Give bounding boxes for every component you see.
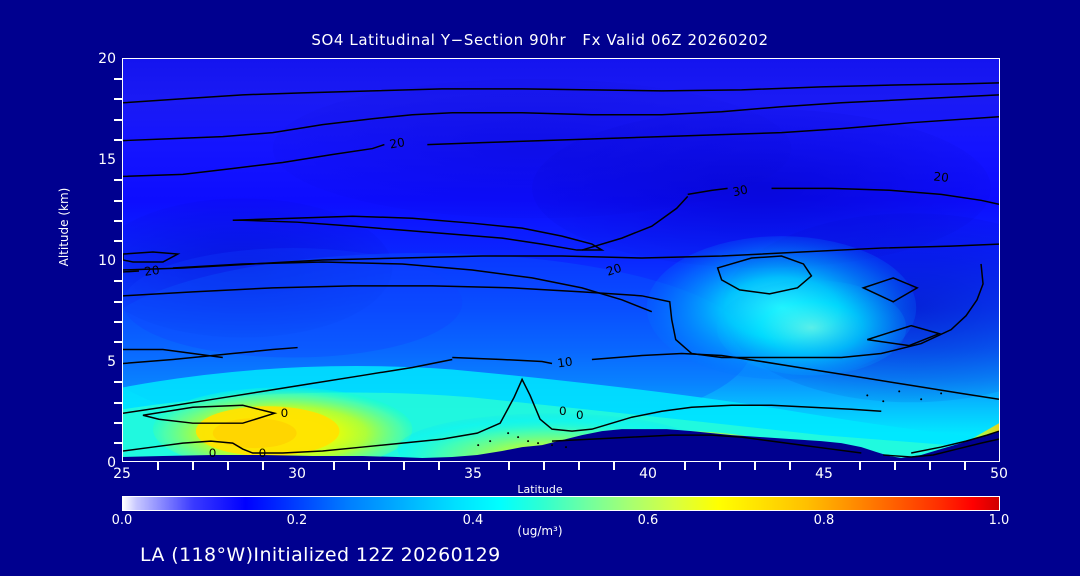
x-minor-tick: [368, 462, 370, 470]
colorbar-units: (ug/m³): [517, 524, 563, 538]
x-minor-tick: [227, 462, 229, 470]
colorbar-tick-0.6: 0.6: [637, 513, 659, 528]
terrain-mask: [123, 429, 999, 461]
plot-area: 20 20 20 20 30 10 0 0 0 0 0: [122, 58, 1000, 462]
x-tick-30: 30: [288, 466, 306, 482]
x-minor-tick: [262, 462, 264, 470]
y-minor-tick: [114, 240, 122, 242]
x-minor-tick: [964, 462, 966, 470]
x-minor-tick: [684, 462, 686, 470]
y-minor-tick: [114, 139, 122, 141]
contour-label-0-c: 0: [559, 404, 567, 418]
contour-label-0-upper: 0: [281, 406, 289, 420]
y-axis-label: Altitude (km): [57, 187, 71, 267]
x-minor-tick: [578, 462, 580, 470]
x-minor-tick: [859, 462, 861, 470]
contour-label-0-b: 0: [259, 446, 267, 460]
contour-label-group: 20 20 20 20 30 10 0 0 0 0 0: [143, 135, 949, 460]
y-minor-tick: [114, 422, 122, 424]
x-minor-tick: [508, 462, 510, 470]
colorbar-tick-1.0: 1.0: [988, 513, 1010, 528]
x-minor-tick: [789, 462, 791, 470]
x-minor-tick: [894, 462, 896, 470]
y-minor-tick: [114, 200, 122, 202]
x-minor-tick: [403, 462, 405, 470]
y-tick-10: 10: [98, 253, 116, 269]
line-contours: [123, 82, 999, 458]
footer-caption: LA (118°W)Initialized 12Z 20260129: [140, 544, 501, 566]
x-minor-tick: [613, 462, 615, 470]
y-tick-15: 15: [98, 152, 116, 168]
colorbar-tick-0.8: 0.8: [813, 513, 835, 528]
y-minor-tick: [114, 321, 122, 323]
y-minor-tick: [114, 98, 122, 100]
x-tick-25: 25: [113, 466, 131, 482]
contour-label-0-d: 0: [576, 408, 584, 422]
y-minor-tick: [114, 301, 122, 303]
y-minor-tick: [114, 119, 122, 121]
contour-label-10: 10: [556, 354, 573, 370]
y-minor-tick: [114, 341, 122, 343]
y-tick-5: 5: [107, 354, 116, 370]
x-tick-35: 35: [464, 466, 482, 482]
colorbar-tick-0.0: 0.0: [111, 513, 133, 528]
x-minor-tick: [157, 462, 159, 470]
x-tick-40: 40: [639, 466, 657, 482]
x-minor-tick: [929, 462, 931, 470]
x-minor-tick: [754, 462, 756, 470]
x-tick-45: 45: [815, 466, 833, 482]
contour-label-20-d: 20: [933, 169, 950, 184]
contour-stipple: [477, 390, 943, 449]
y-minor-tick: [114, 402, 122, 404]
x-minor-tick: [719, 462, 721, 470]
x-minor-tick: [192, 462, 194, 470]
colorbar: [122, 496, 1000, 511]
y-minor-tick: [114, 280, 122, 282]
colorbar-title: Latitude: [517, 483, 563, 496]
y-minor-tick: [114, 78, 122, 80]
contour-label-0-a: 0: [209, 446, 217, 460]
y-tick-0: 0: [107, 455, 116, 471]
contour-label-30: 30: [731, 182, 749, 199]
contour-label-20-c: 20: [604, 261, 623, 279]
colorbar-tick-0.4: 0.4: [462, 513, 484, 528]
x-minor-tick: [333, 462, 335, 470]
y-minor-tick: [114, 220, 122, 222]
contour-svg: 20 20 20 20 30 10 0 0 0 0 0: [123, 59, 999, 461]
y-tick-20: 20: [98, 51, 116, 67]
contour-field: 20 20 20 20 30 10 0 0 0 0 0: [123, 59, 999, 461]
y-minor-tick: [114, 179, 122, 181]
chart-title: SO4 Latitudinal Y−Section 90hr Fx Valid …: [311, 31, 769, 49]
contour-label-20-a: 20: [388, 135, 405, 151]
y-minor-tick: [114, 442, 122, 444]
y-minor-tick: [114, 381, 122, 383]
x-minor-tick: [543, 462, 545, 470]
x-minor-tick: [438, 462, 440, 470]
contour-label-20-b: 20: [143, 263, 160, 279]
colorbar-tick-0.2: 0.2: [286, 513, 308, 528]
x-tick-50: 50: [990, 466, 1008, 482]
